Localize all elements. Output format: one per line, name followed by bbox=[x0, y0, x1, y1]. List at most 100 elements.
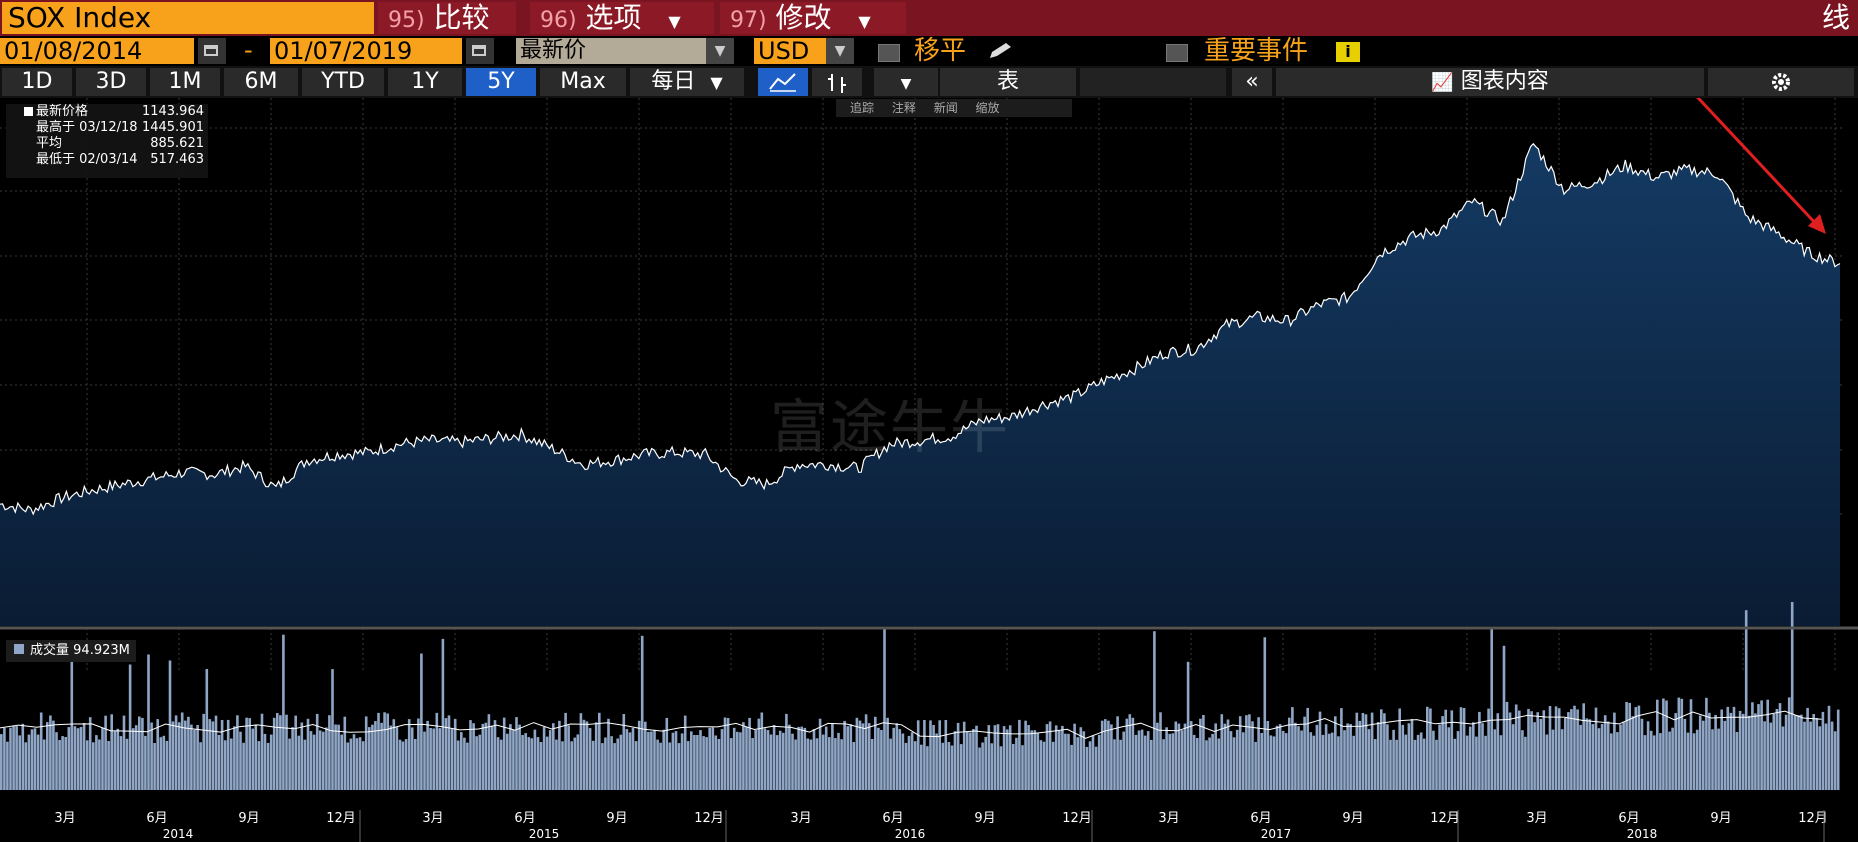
volume-bar bbox=[785, 713, 788, 790]
end-date-field[interactable]: 01/07/2019 bbox=[270, 38, 462, 64]
volume-bar bbox=[128, 664, 132, 790]
volume-bar bbox=[1113, 739, 1116, 790]
volume-bar bbox=[1674, 713, 1677, 790]
range-6m[interactable]: 6M bbox=[224, 68, 298, 96]
modify-button[interactable]: 97) 修改 ▼ bbox=[720, 2, 906, 34]
collapse-button[interactable]: « bbox=[1232, 68, 1272, 96]
options-button[interactable]: 96) 选项 ▼ bbox=[530, 2, 714, 34]
volume-bar bbox=[978, 747, 981, 790]
volume-bar bbox=[1128, 714, 1132, 790]
volume-bar bbox=[1030, 730, 1033, 790]
line-chart-icon[interactable] bbox=[758, 68, 808, 96]
price-field-select[interactable]: 最新价 bbox=[516, 38, 706, 64]
volume-bar bbox=[141, 717, 144, 790]
volume-bar bbox=[1150, 739, 1153, 790]
compare-button[interactable]: 95) 比较 bbox=[378, 2, 516, 34]
calendar-icon[interactable] bbox=[198, 38, 226, 64]
ticker-field[interactable]: SOX Index bbox=[2, 2, 374, 34]
volume-bar bbox=[610, 736, 613, 790]
range-1d[interactable]: 1D bbox=[2, 68, 72, 96]
tool-news[interactable]: 新闻 bbox=[933, 101, 958, 115]
x-tick-year: 2018 bbox=[1627, 827, 1658, 841]
volume-bar bbox=[714, 735, 718, 790]
volume-bar bbox=[1677, 697, 1681, 790]
volume-bar bbox=[1104, 719, 1107, 790]
volume-bar bbox=[975, 725, 978, 790]
volume-bar bbox=[1527, 708, 1530, 790]
price-area bbox=[0, 143, 1840, 627]
volume-bar bbox=[1751, 702, 1754, 790]
frequency-select[interactable]: 每日 ▼ bbox=[630, 68, 744, 96]
range-1y[interactable]: 1Y bbox=[388, 68, 462, 96]
chevron-down-icon[interactable]: ▼ bbox=[706, 38, 734, 64]
volume-bar bbox=[1606, 721, 1610, 790]
table-button[interactable]: 表 bbox=[940, 68, 1076, 96]
volume-bar bbox=[355, 738, 359, 790]
chart-type-label[interactable]: 线 bbox=[1821, 1, 1850, 34]
volume-bar bbox=[732, 727, 736, 790]
volume-bar bbox=[1444, 709, 1447, 790]
volume-bar bbox=[739, 732, 742, 790]
volume-bar bbox=[1278, 724, 1282, 790]
volume-bar bbox=[1824, 723, 1828, 790]
gear-icon[interactable] bbox=[1708, 68, 1854, 96]
date-separator: - bbox=[244, 36, 253, 64]
volume-bar bbox=[619, 734, 623, 790]
volume-bar bbox=[788, 724, 791, 790]
currency-select[interactable]: USD bbox=[754, 38, 826, 64]
volume-bar bbox=[831, 723, 834, 790]
volume-bar bbox=[1376, 722, 1380, 790]
volume-bar bbox=[999, 746, 1003, 790]
chevron-down-icon[interactable]: ▼ bbox=[826, 38, 854, 64]
start-date-field[interactable]: 01/08/2014 bbox=[0, 38, 194, 64]
volume-bar bbox=[1818, 726, 1822, 790]
volume-bar bbox=[147, 654, 150, 790]
calendar-icon[interactable] bbox=[466, 38, 494, 64]
volume-bar bbox=[187, 716, 190, 790]
volume-bar bbox=[1726, 706, 1730, 790]
range-5y[interactable]: 5Y bbox=[466, 68, 536, 96]
x-tick-year: 2014 bbox=[163, 827, 194, 841]
volume-bar bbox=[1205, 740, 1208, 790]
volume-bar bbox=[1438, 724, 1441, 790]
price-chart[interactable]: 3月 6月 9月 12月 3月 6月 9月 12月 3月 6月 9月 12月 3月 6月 9月 12月 3月 6月… bbox=[0, 98, 1858, 842]
bar-chart-icon[interactable] bbox=[812, 68, 862, 96]
volume-bar bbox=[401, 741, 405, 790]
range-1m[interactable]: 1M bbox=[150, 68, 220, 96]
volume-bar bbox=[101, 727, 104, 790]
volume-bar bbox=[1251, 721, 1254, 790]
volume-bar bbox=[1560, 729, 1564, 790]
volume-bar bbox=[1695, 729, 1699, 790]
volume-bar bbox=[230, 738, 233, 790]
range-max[interactable]: Max bbox=[540, 68, 626, 96]
info-icon[interactable]: i bbox=[1336, 42, 1360, 62]
volume-bar bbox=[325, 727, 328, 790]
volume-bar bbox=[171, 721, 175, 790]
chart-content-button[interactable]: 📈 图表内容 bbox=[1276, 68, 1704, 96]
volume-bar bbox=[288, 738, 291, 790]
volume-bar bbox=[677, 743, 681, 790]
volume-bar bbox=[640, 635, 644, 790]
volume-bar bbox=[1536, 712, 1539, 790]
tool-track[interactable]: 追踪 bbox=[850, 101, 875, 115]
volume-bar bbox=[1833, 731, 1837, 790]
events-checkbox[interactable] bbox=[1166, 44, 1188, 62]
volume-bar bbox=[361, 741, 365, 790]
volume-bar bbox=[395, 727, 399, 790]
tool-zoom[interactable]: 缩放 bbox=[975, 101, 1000, 115]
volume-bar bbox=[1634, 707, 1638, 790]
volume-bar bbox=[637, 720, 641, 790]
volume-bar bbox=[1659, 733, 1662, 790]
volume-bar bbox=[1146, 731, 1150, 790]
volume-bar bbox=[815, 738, 819, 790]
tool-annotate[interactable]: 注释 bbox=[891, 101, 916, 115]
volume-bar bbox=[913, 741, 917, 790]
volume-bar bbox=[1355, 712, 1359, 790]
pencil-icon[interactable] bbox=[986, 41, 1016, 61]
range-3d[interactable]: 3D bbox=[76, 68, 146, 96]
volume-bar bbox=[1708, 712, 1711, 790]
moving-avg-checkbox[interactable] bbox=[878, 44, 900, 62]
volume-bar bbox=[1524, 736, 1527, 790]
chart-style-dropdown[interactable]: ▼ bbox=[874, 68, 938, 96]
range-ytd[interactable]: YTD bbox=[302, 68, 384, 96]
